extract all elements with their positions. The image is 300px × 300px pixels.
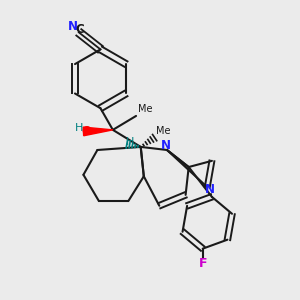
Text: N: N: [161, 140, 171, 152]
Text: N: N: [68, 20, 78, 33]
Text: Me: Me: [138, 104, 152, 114]
Text: O: O: [82, 125, 92, 138]
Text: H: H: [75, 123, 83, 133]
Polygon shape: [83, 127, 113, 136]
Text: Me: Me: [156, 126, 171, 136]
Text: F: F: [199, 257, 207, 270]
Text: N: N: [206, 183, 215, 196]
Text: H: H: [126, 137, 134, 147]
Text: C: C: [75, 23, 84, 36]
